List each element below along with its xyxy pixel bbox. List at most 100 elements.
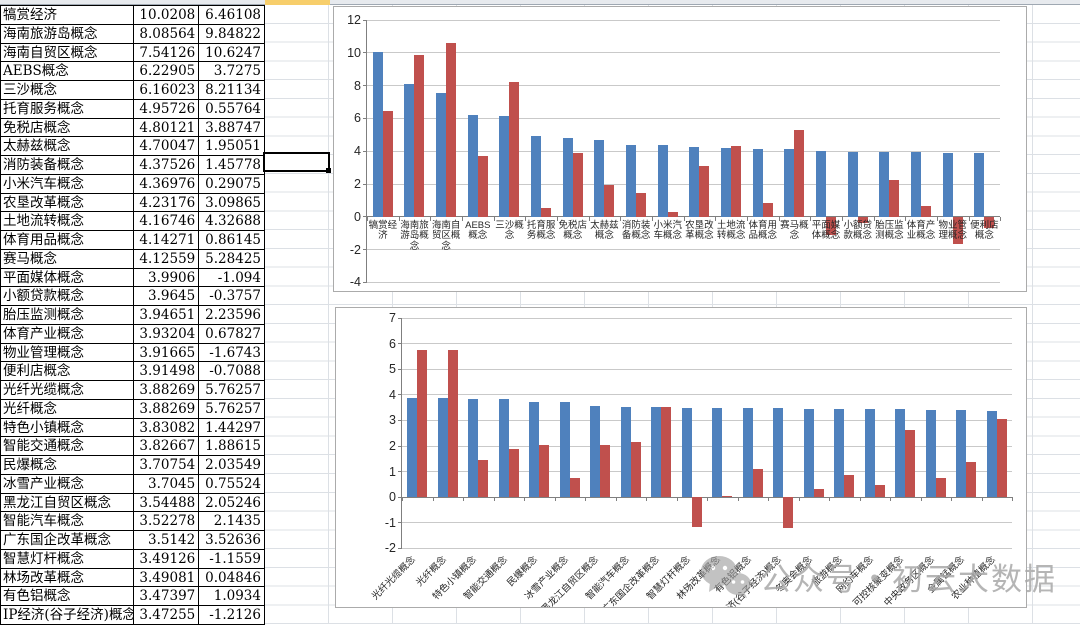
concept-name-cell[interactable]: AEBS概念	[1, 62, 135, 81]
concept-name-cell[interactable]: 消防装备概念	[1, 156, 135, 175]
value-c-cell[interactable]: 2.1435	[199, 512, 265, 531]
value-c-cell[interactable]: 2.23596	[199, 306, 265, 325]
bottom-bar-chart[interactable]: 7 6 5 4 3 2 1 0 -1 -2 光纤光缆概念 光纤概念 特色小镇概念 智能交通概念 民爆概念 冰雪…	[335, 307, 1027, 608]
value-c-cell[interactable]: 3.52636	[199, 531, 265, 550]
concept-name-cell[interactable]: 有色铝概念	[1, 587, 135, 606]
value-c-cell[interactable]: -1.6743	[199, 343, 265, 363]
concept-name-cell[interactable]: 胎压监测概念	[1, 306, 135, 325]
concept-name-cell[interactable]: 智慧灯杆概念	[1, 549, 135, 569]
value-c-cell[interactable]: 2.03549	[199, 456, 265, 475]
value-c-cell[interactable]: 1.45778	[199, 156, 265, 175]
concept-name-cell[interactable]: 智能交通概念	[1, 437, 135, 456]
value-b-cell[interactable]: 3.93204	[134, 324, 200, 344]
value-b-cell[interactable]: 3.88269	[134, 399, 200, 419]
concept-name-cell[interactable]: IP经济(谷子经济)概念	[1, 606, 135, 625]
concept-name-cell[interactable]: 冰雪产业概念	[1, 474, 135, 494]
value-c-cell[interactable]: -0.7088	[199, 362, 265, 381]
concept-name-cell[interactable]: 广东国企改革概念	[1, 531, 135, 550]
value-b-cell[interactable]: 3.47397	[134, 587, 200, 606]
value-b-cell[interactable]: 3.82667	[134, 437, 200, 456]
value-c-cell[interactable]: 3.7275	[199, 62, 265, 81]
value-c-cell[interactable]: 0.67827	[199, 324, 265, 344]
selected-cell[interactable]	[263, 152, 331, 173]
value-b-cell[interactable]: 10.0208	[134, 6, 200, 25]
value-b-cell[interactable]: 7.54126	[134, 43, 200, 63]
concept-name-cell[interactable]: 海南旅游岛概念	[1, 24, 135, 44]
value-c-cell[interactable]: 6.46108	[199, 6, 265, 25]
concept-name-cell[interactable]: 小额贷款概念	[1, 287, 135, 306]
concept-name-cell[interactable]: 太赫兹概念	[1, 137, 135, 156]
value-b-cell[interactable]: 4.80121	[134, 118, 200, 138]
value-b-cell[interactable]: 4.36976	[134, 174, 200, 194]
value-b-cell[interactable]: 3.7045	[134, 474, 200, 494]
value-b-cell[interactable]: 4.37526	[134, 156, 200, 175]
value-b-cell[interactable]: 4.16746	[134, 212, 200, 231]
value-c-cell[interactable]: 8.21134	[199, 81, 265, 100]
fill-handle[interactable]	[326, 168, 331, 173]
concept-name-cell[interactable]: 特色小镇概念	[1, 418, 135, 438]
value-c-cell[interactable]: 0.86145	[199, 231, 265, 250]
value-b-cell[interactable]: 3.47255	[134, 606, 200, 625]
concept-name-cell[interactable]: 土地流转概念	[1, 212, 135, 231]
value-b-cell[interactable]: 4.14271	[134, 231, 200, 250]
value-c-cell[interactable]: 5.76257	[199, 399, 265, 419]
concept-name-cell[interactable]: 智能汽车概念	[1, 512, 135, 531]
value-b-cell[interactable]: 3.91498	[134, 362, 200, 381]
concept-name-cell[interactable]: 黑龙江自贸区概念	[1, 493, 135, 513]
value-b-cell[interactable]: 3.70754	[134, 456, 200, 475]
value-b-cell[interactable]: 6.22905	[134, 62, 200, 81]
value-c-cell[interactable]: 0.29075	[199, 174, 265, 194]
value-b-cell[interactable]: 6.16023	[134, 81, 200, 100]
concept-name-cell[interactable]: 海南自贸区概念	[1, 43, 135, 63]
value-c-cell[interactable]: 5.76257	[199, 381, 265, 400]
concept-name-cell[interactable]: 农垦改革概念	[1, 193, 135, 213]
concept-name-cell[interactable]: 平面媒体概念	[1, 268, 135, 288]
value-c-cell[interactable]: 1.0934	[199, 587, 265, 606]
concept-name-cell[interactable]: 三沙概念	[1, 81, 135, 100]
value-c-cell[interactable]: -1.1559	[199, 549, 265, 569]
concept-name-cell[interactable]: 林场改革概念	[1, 568, 135, 588]
concept-name-cell[interactable]: 体育产业概念	[1, 324, 135, 344]
concept-name-cell[interactable]: 光纤概念	[1, 399, 135, 419]
concept-name-cell[interactable]: 托育服务概念	[1, 99, 135, 119]
concept-name-cell[interactable]: 光纤光缆概念	[1, 381, 135, 400]
concept-name-cell[interactable]: 小米汽车概念	[1, 174, 135, 194]
value-c-cell[interactable]: 3.09865	[199, 193, 265, 213]
value-c-cell[interactable]: 0.04846	[199, 568, 265, 588]
concept-name-cell[interactable]: 免税店概念	[1, 118, 135, 138]
concept-name-cell[interactable]: 便利店概念	[1, 362, 135, 381]
value-c-cell[interactable]: -0.3757	[199, 287, 265, 306]
value-b-cell[interactable]: 3.54488	[134, 493, 200, 513]
value-b-cell[interactable]: 8.08564	[134, 24, 200, 44]
value-b-cell[interactable]: 3.83082	[134, 418, 200, 438]
value-c-cell[interactable]: 1.44297	[199, 418, 265, 438]
value-c-cell[interactable]: 3.88747	[199, 118, 265, 138]
value-b-cell[interactable]: 3.49126	[134, 549, 200, 569]
value-b-cell[interactable]: 4.95726	[134, 99, 200, 119]
value-b-cell[interactable]: 3.52278	[134, 512, 200, 531]
column-header-d-selected[interactable]	[265, 0, 330, 5]
value-c-cell[interactable]: -1.094	[199, 268, 265, 288]
concept-name-cell[interactable]: 犒赏经济	[1, 6, 135, 25]
value-b-cell[interactable]: 4.23176	[134, 193, 200, 213]
value-b-cell[interactable]: 3.49081	[134, 568, 200, 588]
value-c-cell[interactable]: 0.55764	[199, 99, 265, 119]
top-bar-chart[interactable]: 12 10 8 6 4 2 0 -2 -4 犒赏经济 海南旅游岛概念 海南自贸区概念 AEBS概念 三沙概…	[333, 6, 1027, 292]
column-header-strip[interactable]	[0, 0, 1080, 5]
value-c-cell[interactable]: 0.75524	[199, 474, 265, 494]
concept-name-cell[interactable]: 赛马概念	[1, 249, 135, 269]
value-c-cell[interactable]: -1.2126	[199, 606, 265, 625]
value-c-cell[interactable]: 9.84822	[199, 24, 265, 44]
concept-name-cell[interactable]: 民爆概念	[1, 456, 135, 475]
concept-name-cell[interactable]: 物业管理概念	[1, 343, 135, 363]
value-b-cell[interactable]: 4.70047	[134, 137, 200, 156]
value-b-cell[interactable]: 3.94651	[134, 306, 200, 325]
value-b-cell[interactable]: 4.12559	[134, 249, 200, 269]
value-c-cell[interactable]: 10.6247	[199, 43, 265, 63]
value-b-cell[interactable]: 3.9906	[134, 268, 200, 288]
value-c-cell[interactable]: 1.88615	[199, 437, 265, 456]
value-c-cell[interactable]: 5.28425	[199, 249, 265, 269]
value-b-cell[interactable]: 3.88269	[134, 381, 200, 400]
value-b-cell[interactable]: 3.9645	[134, 287, 200, 306]
value-c-cell[interactable]: 4.32688	[199, 212, 265, 231]
